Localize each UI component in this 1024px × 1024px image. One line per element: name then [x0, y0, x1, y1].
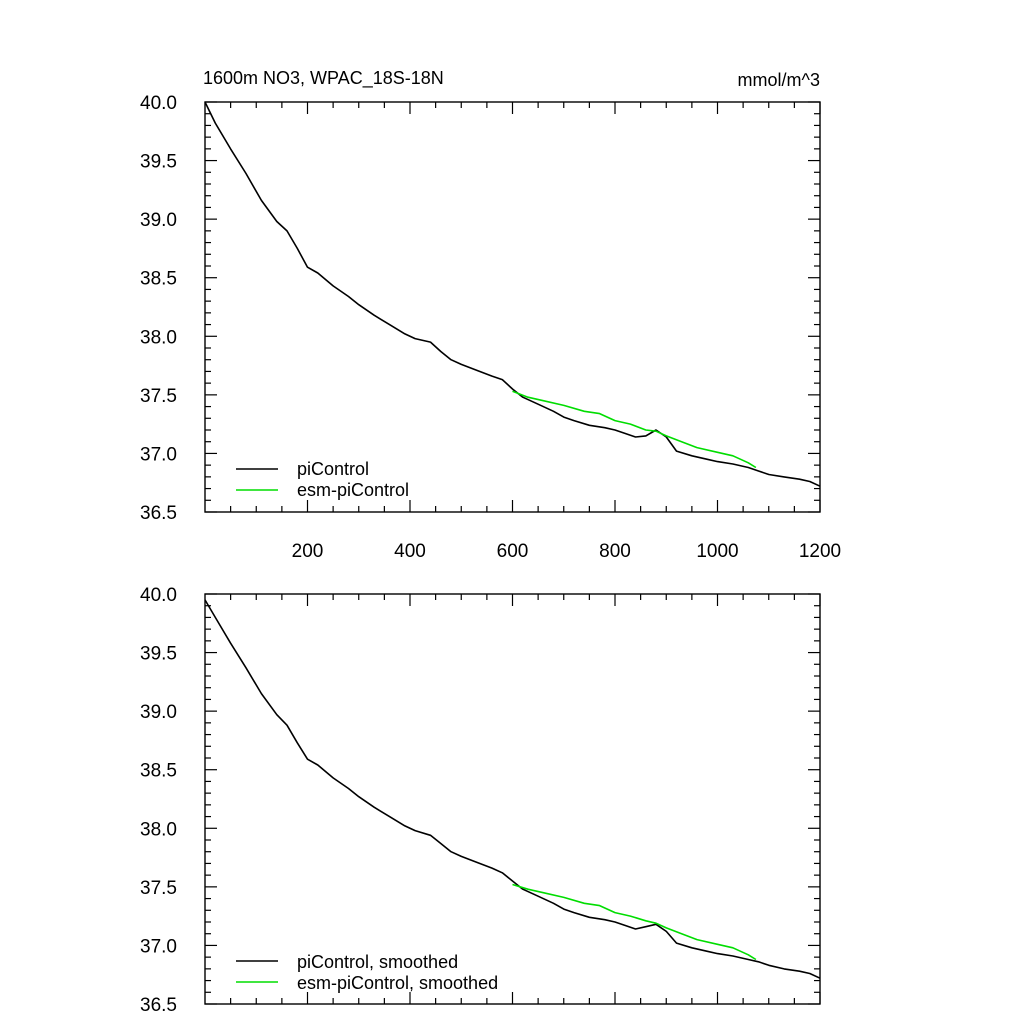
y-tick-label: 40.0	[140, 93, 177, 114]
x-tick-label: 1200	[799, 541, 841, 562]
y-tick-label: 38.0	[140, 819, 177, 840]
y-tick-label: 38.5	[140, 761, 177, 782]
y-tick-label: 37.5	[140, 878, 177, 899]
y-tick-label: 37.5	[140, 386, 177, 407]
bottom-plot-frame	[204, 593, 821, 1005]
legend-label-esm-picontrol-smoothed: esm-piControl, smoothed	[297, 973, 498, 993]
legend-label-picontrol-smoothed: piControl, smoothed	[297, 952, 458, 972]
series-line-picontrol	[204, 101, 821, 487]
y-tick-label: 36.5	[140, 995, 177, 1016]
legend-label-picontrol: piControl	[297, 459, 369, 479]
y-tick-label: 37.0	[140, 936, 177, 957]
y-tick-label: 40.0	[140, 585, 177, 606]
x-tick-label: 400	[394, 541, 426, 562]
chart-title: 1600m NO3, WPAC_18S-18N	[203, 68, 444, 89]
series-line-picontrol-smoothed	[204, 599, 821, 979]
top-series	[204, 101, 821, 487]
top-plot-frame	[204, 101, 821, 513]
series-line-esm-picontrol	[512, 390, 757, 469]
y-tick-label: 39.0	[140, 702, 177, 723]
units-label: mmol/m^3	[738, 70, 820, 90]
bottom-panel: 36.5 37.0 37.5 38.0 38.5 39.0 39.5 40.0 piContr…	[140, 585, 821, 1016]
y-tick-label: 38.5	[140, 269, 177, 290]
x-tick-label: 800	[599, 541, 631, 562]
y-tick-label: 39.0	[140, 210, 177, 231]
y-tick-label: 39.5	[140, 644, 177, 665]
x-tick-label: 600	[497, 541, 529, 562]
top-panel: 1600m NO3, WPAC_18S-18N mmol/m^3 200 400 6…	[140, 68, 841, 562]
bottom-legend: piControl, smoothed esm-piControl, smoot…	[236, 952, 498, 993]
x-tick-label: 200	[292, 541, 324, 562]
y-tick-label: 39.5	[140, 152, 177, 173]
x-tick-label: 1000	[696, 541, 738, 562]
legend-label-esm-picontrol: esm-piControl	[297, 480, 409, 500]
y-tick-label: 37.0	[140, 444, 177, 465]
bottom-series	[204, 599, 821, 979]
top-ticks: 200 400 600 800 1000 1200 36.5 37.0 37.5 38.0 38.5…	[140, 93, 841, 562]
y-tick-label: 38.0	[140, 327, 177, 348]
y-tick-label: 36.5	[140, 503, 177, 524]
top-legend: piControl esm-piControl	[236, 459, 409, 500]
bottom-ticks: 36.5 37.0 37.5 38.0 38.5 39.0 39.5 40.0	[140, 585, 821, 1016]
series-line-esm-picontrol-smoothed	[512, 883, 757, 961]
